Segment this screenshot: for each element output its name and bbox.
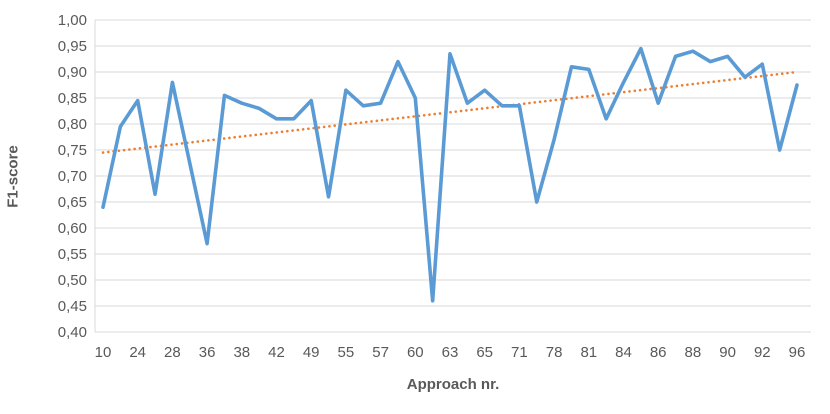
x-tick-label: 90 <box>719 344 736 361</box>
x-tick-label: 57 <box>372 344 389 361</box>
y-tick-label: 0,45 <box>58 298 87 315</box>
x-tick-label: 81 <box>580 344 597 361</box>
x-tick-label: 28 <box>164 344 181 361</box>
x-tick-label: 71 <box>511 344 528 361</box>
x-tick-label: 49 <box>303 344 320 361</box>
x-tick-label: 60 <box>407 344 424 361</box>
y-tick-label: 1,00 <box>58 12 87 29</box>
y-tick-label: 0,60 <box>58 220 87 237</box>
x-tick-label: 10 <box>95 344 112 361</box>
x-tick-label: 65 <box>476 344 493 361</box>
y-tick-label: 0,40 <box>58 324 87 341</box>
x-tick-label: 38 <box>233 344 250 361</box>
y-tick-label: 0,65 <box>58 194 87 211</box>
x-tick-label: 36 <box>199 344 216 361</box>
x-tick-label: 42 <box>268 344 285 361</box>
x-tick-label: 63 <box>442 344 459 361</box>
f1-score-data-line <box>101 46 799 303</box>
y-tick-label: 0,80 <box>58 116 87 133</box>
x-axis-title: Approach nr. <box>406 376 500 393</box>
y-tick-label: 0,90 <box>58 64 87 81</box>
y-tick-label: 0,50 <box>58 272 87 289</box>
y-tick-label: 0,55 <box>58 246 87 263</box>
x-tick-label: 55 <box>338 344 355 361</box>
x-tick-label: 84 <box>615 344 632 361</box>
x-tick-label: 78 <box>546 344 563 361</box>
x-tick-label: 92 <box>754 344 771 361</box>
trendline <box>101 70 799 154</box>
x-tick-label: 24 <box>129 344 146 361</box>
y-tick-label: 0,85 <box>58 90 87 107</box>
x-tick-label: 86 <box>650 344 667 361</box>
y-axis-title: F1-score <box>4 145 22 208</box>
y-tick-label: 0,70 <box>58 168 87 185</box>
y-tick-label: 0,95 <box>58 38 87 55</box>
x-tick-label: 96 <box>789 344 806 361</box>
x-tick-label: 88 <box>685 344 702 361</box>
y-tick-label: 0,75 <box>58 142 87 159</box>
